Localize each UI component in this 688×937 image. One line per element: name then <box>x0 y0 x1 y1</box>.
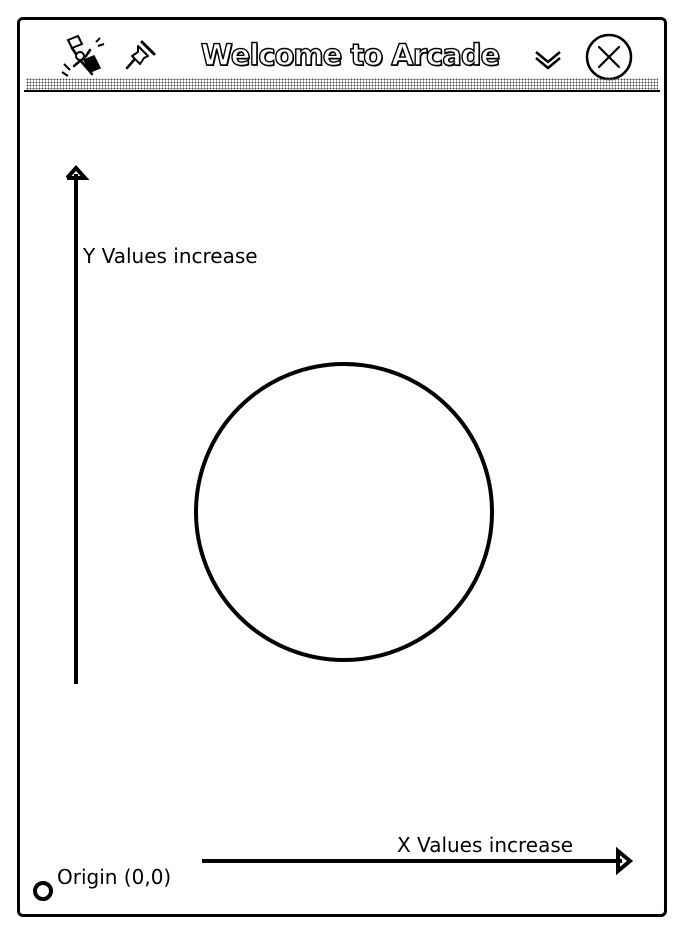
arcade-canvas[interactable]: Y Values increase X Values increase Orig… <box>20 94 664 914</box>
x-axis-arrow <box>202 846 634 876</box>
title-bar[interactable]: Welcome to Arcade <box>20 20 664 94</box>
x-axis-label: X Values increase <box>397 833 574 857</box>
pin-icon[interactable] <box>124 40 160 72</box>
y-axis-label: Y Values increase <box>83 244 258 268</box>
origin-label: Origin (0,0) <box>57 865 172 889</box>
window-title: Welcome to Arcade <box>200 37 501 72</box>
title-bar-texture <box>26 78 658 90</box>
y-axis-arrow <box>65 165 90 684</box>
circle-shape <box>194 362 494 662</box>
app-window: Welcome to Arcade Y Values increase <box>17 17 667 917</box>
close-icon[interactable] <box>584 32 634 82</box>
title-bar-divider <box>24 90 660 92</box>
satellite-icon <box>61 34 105 77</box>
chevron-down-icon[interactable] <box>532 48 564 70</box>
origin-marker <box>33 881 53 901</box>
